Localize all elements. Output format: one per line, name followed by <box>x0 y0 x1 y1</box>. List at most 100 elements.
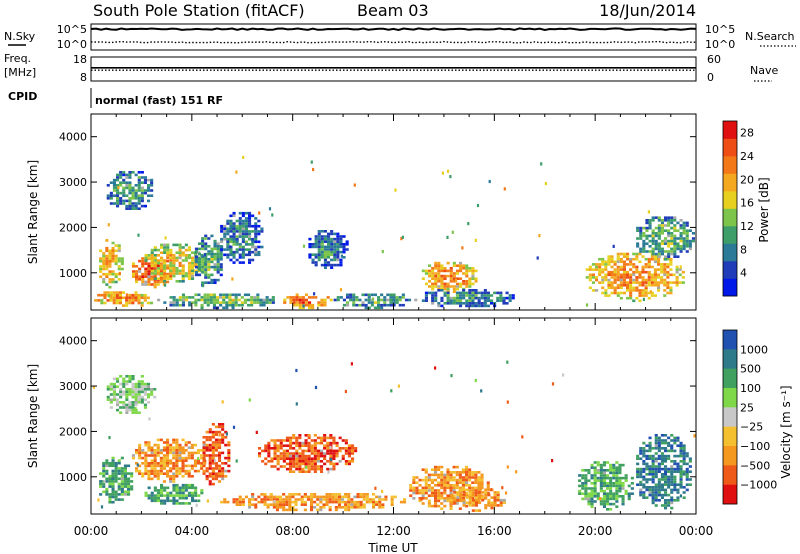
echo-cell <box>685 478 689 481</box>
echo-cell <box>295 449 299 453</box>
echo-cell <box>352 303 356 307</box>
echo-cell <box>314 243 318 246</box>
echo-cell <box>197 459 201 462</box>
echo-cell <box>187 454 191 457</box>
echo-cell <box>660 441 664 445</box>
echo-cell <box>232 243 236 246</box>
echo-cell <box>166 456 170 460</box>
echo-cell <box>295 439 299 442</box>
echo-cell <box>421 478 425 482</box>
echo-cell <box>289 444 293 447</box>
echo-cell <box>651 454 655 458</box>
echo-cell <box>395 296 399 299</box>
echo-point <box>92 385 95 389</box>
echo-cell <box>116 176 120 179</box>
echo-cell <box>301 460 305 463</box>
echo-cell <box>213 263 217 266</box>
echo-cell <box>147 189 151 192</box>
echo-cell <box>412 491 416 495</box>
echo-cell <box>210 273 214 277</box>
echo-cell <box>187 267 191 270</box>
echo-cell <box>112 178 116 182</box>
echo-cell <box>653 268 657 271</box>
echo-cell <box>645 457 649 460</box>
echo-cell <box>162 441 166 444</box>
echo-cell <box>434 261 438 265</box>
echo-cell <box>117 459 121 462</box>
echo-cell <box>138 451 142 455</box>
echo-cell <box>480 302 484 305</box>
echo-cell <box>156 283 160 286</box>
echo-cell <box>647 276 651 279</box>
echo-cell <box>169 449 173 452</box>
echo-cell <box>210 250 214 253</box>
echo-cell <box>342 235 346 238</box>
echo-cell <box>194 303 198 307</box>
echo-cell <box>392 298 396 302</box>
echo-cell <box>224 462 228 465</box>
echo-cell <box>606 487 610 490</box>
echo-cell <box>240 296 244 299</box>
power-colorbar-tick: 8 <box>740 243 747 256</box>
echo-cell <box>105 239 109 242</box>
echo-cell <box>144 270 148 273</box>
echo-cell <box>227 451 231 455</box>
echo-cell <box>298 306 302 310</box>
echo-cell <box>169 254 173 257</box>
echo-cell <box>424 282 428 286</box>
echo-cell <box>175 269 179 273</box>
echo-cell <box>307 462 311 466</box>
echo-cell <box>585 268 589 271</box>
echo-cell <box>670 460 674 463</box>
echo-cell <box>112 293 116 297</box>
echo-cell <box>289 436 293 440</box>
echo-cell <box>459 282 463 286</box>
echo-cell <box>636 467 640 471</box>
echo-cell <box>682 454 686 458</box>
echo-cell <box>483 291 487 295</box>
echo-cell <box>292 470 296 473</box>
echo-cell <box>238 245 242 249</box>
echo-cell <box>240 301 244 304</box>
echo-cell <box>666 273 670 277</box>
echo-point <box>642 297 645 301</box>
echo-cell <box>172 272 176 275</box>
echo-cell <box>647 291 651 295</box>
echo-cell <box>434 264 438 267</box>
echo-cell <box>115 293 119 297</box>
echo-point <box>679 265 682 269</box>
echo-cell <box>200 298 204 302</box>
echo-cell <box>160 491 164 495</box>
echo-cell <box>194 298 198 302</box>
echo-cell <box>471 498 475 502</box>
echo-cell <box>253 301 257 304</box>
echo-cell <box>676 462 680 466</box>
echo-cell <box>117 259 121 263</box>
echo-cell <box>226 222 230 225</box>
echo-cell <box>282 493 286 496</box>
echo-cell <box>169 301 173 304</box>
echo-cell <box>269 493 273 496</box>
echo-cell <box>657 219 661 222</box>
echo-cell <box>116 385 120 388</box>
echo-cell <box>323 434 327 437</box>
echo-cell <box>621 484 625 488</box>
echo-cell <box>434 499 438 503</box>
echo-cell <box>289 465 293 468</box>
echo-cell <box>156 449 160 452</box>
echo-cell <box>248 214 252 218</box>
echo-cell <box>378 495 382 499</box>
echo-cell <box>622 283 626 287</box>
echo-cell <box>390 495 394 499</box>
echo-cell <box>307 436 311 440</box>
echo-cell <box>190 475 194 478</box>
echo-cell <box>231 298 235 302</box>
echo-cell <box>604 276 608 279</box>
echo-cell <box>332 454 336 458</box>
echo-cell <box>178 454 182 457</box>
echo-cell <box>660 226 664 230</box>
echo-cell <box>329 436 333 440</box>
echo-cell <box>193 469 197 473</box>
echo-cell <box>667 478 671 481</box>
echo-cell <box>202 456 206 460</box>
